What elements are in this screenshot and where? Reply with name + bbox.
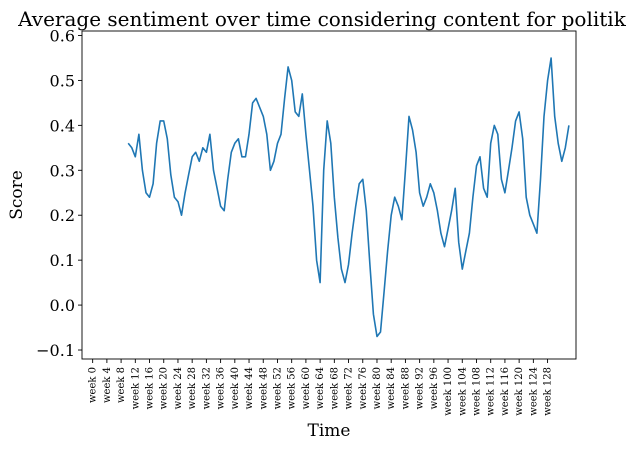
y-axis: −0.1 0.0 0.1 0.2 0.3 0.4 0.5 0.6: [36, 26, 82, 360]
x-tick-label: week 88: [400, 367, 411, 409]
x-tick-label: week 28: [187, 367, 198, 409]
x-tick-label: week 104: [457, 367, 468, 416]
x-tick-label: week 24: [173, 367, 184, 409]
x-tick-label: week 36: [216, 367, 227, 409]
plot-area: −0.10.00.10.20.30.40.50.6 week 0 week 4 we…: [36, 26, 577, 416]
x-tick-label: week 60: [301, 367, 312, 409]
x-tick-label: week 100: [443, 367, 454, 416]
x-tick-label: week 80: [372, 367, 383, 409]
x-axis: week 0 week 4 week 8 week 12 week 16 week 20 w…: [88, 359, 554, 416]
x-tick-label: week 12: [130, 367, 141, 409]
x-tick-label: week 44: [244, 367, 255, 409]
x-tick-label: week 84: [386, 367, 397, 409]
y-tick-label: 0.3: [50, 161, 75, 180]
y-tick-label: 0.0: [50, 296, 75, 315]
x-tick-label: week 96: [429, 367, 440, 409]
x-tick-label: week 56: [287, 367, 298, 409]
x-tick-label: week 16: [145, 367, 156, 409]
x-tick-label: week 48: [258, 367, 269, 409]
y-axis-label: Score: [7, 170, 27, 220]
x-tick-label: week 92: [415, 367, 426, 409]
x-tick-label: week 68: [329, 367, 340, 409]
x-tick-label: week 76: [358, 367, 369, 409]
x-tick-label: week 52: [272, 367, 283, 409]
x-tick-label: week 116: [500, 367, 511, 416]
series-line: [127, 57, 570, 338]
y-tick-label: 0.4: [50, 116, 75, 135]
series-layer: [127, 57, 570, 338]
x-tick-label: week 32: [201, 367, 212, 409]
x-tick-label: week 124: [528, 367, 539, 416]
x-tick-label: week 4: [102, 367, 113, 403]
x-axis-label: Time: [308, 421, 351, 441]
x-tick-label: week 20: [159, 367, 170, 409]
x-tick-label: week 8: [116, 367, 127, 403]
y-tick-label: 0.6: [50, 26, 75, 45]
x-tick-label: week 112: [486, 367, 497, 416]
x-tick-label: week 0: [88, 367, 99, 403]
x-tick-label: week 128: [543, 367, 554, 416]
x-tick-label: week 72: [344, 367, 355, 409]
x-tick-label: week 64: [315, 367, 326, 409]
chart-title: Average sentiment over time considering …: [17, 7, 627, 31]
x-tick-label: week 120: [514, 367, 525, 416]
y-tick-label: −0.1: [36, 341, 75, 360]
x-tick-label: week 108: [471, 367, 482, 416]
plot-frame: [81, 30, 577, 360]
y-tick-label: 0.5: [50, 71, 75, 90]
y-tick-label: 0.2: [50, 206, 75, 225]
x-tick-label: week 40: [230, 367, 241, 409]
y-tick-label: 0.1: [50, 251, 75, 270]
